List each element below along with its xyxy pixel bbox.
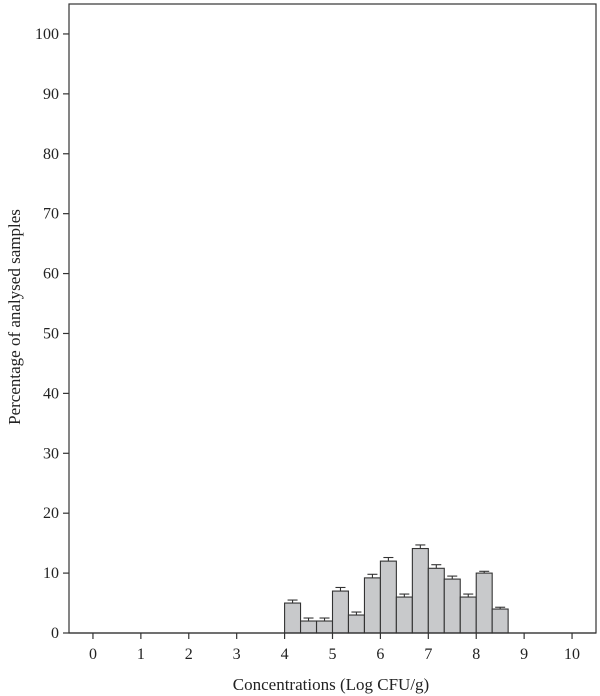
bar-7 [395, 596, 413, 634]
bar-12 [475, 572, 493, 634]
bar-3 [331, 590, 350, 634]
y-tick-label-100: 100 [35, 26, 59, 43]
error-bar-8 [415, 544, 426, 549]
y-axis-title: Percentage of analysed samples [5, 209, 24, 425]
y-tick-label-30: 30 [43, 445, 59, 462]
bar-8 [411, 547, 429, 634]
y-tick-label-10: 10 [43, 565, 59, 582]
x-tick-label-7: 7 [424, 646, 432, 663]
bar-13 [491, 608, 509, 634]
bar-10 [443, 578, 461, 634]
error-bar-3 [335, 586, 346, 592]
bar-4 [347, 614, 365, 634]
x-tick-label-1: 1 [137, 646, 145, 663]
plot-frame [68, 3, 597, 634]
x-tick-label-3: 3 [233, 646, 241, 663]
bar-11 [459, 596, 477, 634]
x-axis-title: Concentrations (Log CFU/g) [233, 675, 429, 694]
y-tick-label-40: 40 [43, 385, 59, 402]
y-tick-label-60: 60 [43, 266, 59, 283]
x-tick-label-6: 6 [376, 646, 384, 663]
y-tick-labels: 0 10 20 30 40 50 60 70 80 90 100 [35, 26, 59, 642]
error-bar-2 [319, 617, 330, 622]
bar-5 [363, 577, 381, 634]
error-bar-12 [479, 570, 490, 574]
error-bar-1 [303, 617, 314, 622]
bar-6 [379, 560, 397, 634]
y-tick-label-0: 0 [51, 625, 59, 642]
y-tick-label-50: 50 [43, 325, 59, 342]
bar-1 [299, 620, 318, 634]
y-tick-label-90: 90 [43, 86, 59, 103]
error-bar-13 [495, 606, 506, 610]
error-bar-5 [367, 573, 378, 578]
error-bar-0 [287, 599, 298, 604]
x-tick-label-10: 10 [564, 646, 580, 663]
y-tick-label-20: 20 [43, 505, 59, 522]
error-bar-6 [383, 556, 394, 562]
error-bar-4 [351, 611, 362, 616]
x-tick-label-0: 0 [89, 646, 97, 663]
x-tick-label-8: 8 [472, 646, 480, 663]
error-bars [287, 544, 506, 622]
y-tick-label-80: 80 [43, 146, 59, 163]
x-tick-labels: 0 1 2 3 4 5 6 7 8 9 10 [89, 646, 580, 663]
axes [63, 3, 597, 639]
bars [284, 547, 509, 634]
x-tick-label-9: 9 [520, 646, 528, 663]
x-tick-label-4: 4 [281, 646, 289, 663]
y-tick-label-70: 70 [43, 206, 59, 223]
bar-9 [427, 567, 445, 634]
error-bar-11 [463, 593, 474, 598]
bar-2 [315, 620, 334, 634]
x-tick-label-5: 5 [329, 646, 337, 663]
bar-0 [284, 602, 302, 634]
error-bar-7 [399, 593, 410, 598]
error-bar-10 [447, 575, 458, 580]
error-bar-9 [431, 564, 442, 569]
x-tick-label-2: 2 [185, 646, 193, 663]
